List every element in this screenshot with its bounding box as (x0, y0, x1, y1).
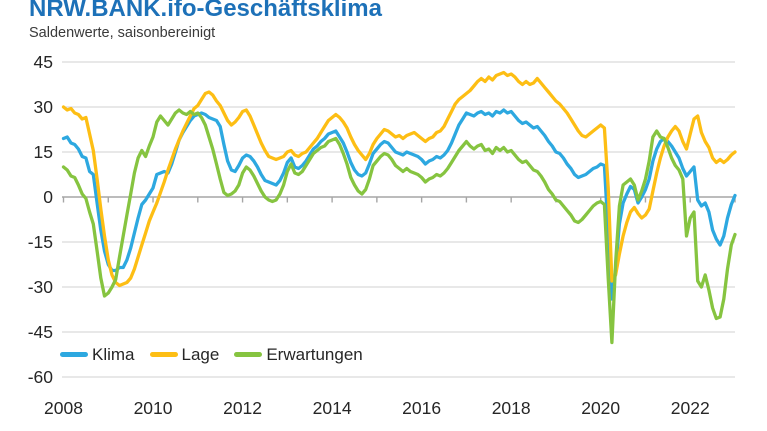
axis-tick-label: 2018 (492, 398, 531, 418)
axis-tick-label: 2020 (581, 398, 620, 418)
axis-tick-label: 30 (34, 97, 54, 117)
lage-line (61, 70, 737, 288)
axis-tick-label: 15 (34, 142, 53, 162)
axis-tick-label: 2016 (402, 398, 441, 418)
chart-legend: Klima Lage Erwartungen (60, 346, 378, 363)
axis-tick-label: -60 (28, 367, 54, 387)
axis-tick-label: -45 (28, 322, 53, 342)
chart-title: NRW.BANK.ifo-Geschäftsklima (29, 0, 382, 22)
chart-subtitle: Saldenwerte, saisonbereinigt (29, 25, 216, 41)
legend-item-erwartungen: Erwartungen (234, 345, 363, 364)
axis-tick-label: 45 (34, 52, 53, 72)
axis-tick-label: 2008 (44, 398, 83, 418)
axis-tick-label: 0 (43, 187, 53, 207)
axis-tick-label: -15 (28, 232, 53, 252)
axis-tick-label: 2014 (313, 398, 352, 418)
legend-item-lage: Lage (149, 345, 220, 364)
klima-line-swatch (60, 352, 88, 357)
legend-label-erwartungen: Erwartungen (266, 345, 363, 364)
axis-tick-label: -30 (28, 277, 54, 297)
klima-line (61, 108, 737, 301)
legend-label-lage: Lage (181, 345, 220, 364)
axis-tick-label: 2012 (223, 398, 262, 418)
axis-tick-label: 2010 (134, 398, 173, 418)
erwartungen-line-swatch (234, 352, 263, 357)
erwartungen-line (61, 108, 737, 345)
legend-item-klima: Klima (60, 346, 135, 363)
lage-line-swatch (149, 352, 178, 357)
axis-tick-label: 2022 (671, 398, 710, 418)
legend-label-klima: Klima (92, 345, 135, 364)
